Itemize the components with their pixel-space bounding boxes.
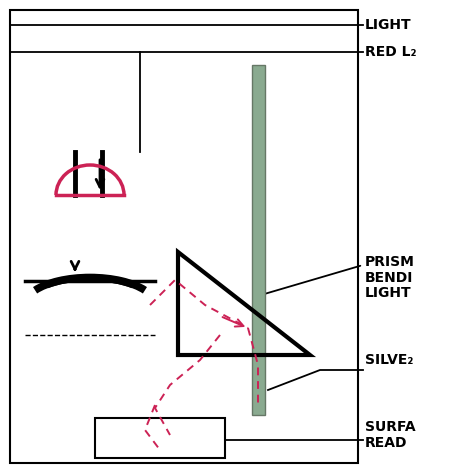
Text: SURFA
READ: SURFA READ: [365, 420, 416, 450]
Bar: [252, 65, 265, 415]
Text: RED L₂: RED L₂: [365, 45, 417, 59]
Text: SILVE₂: SILVE₂: [365, 353, 413, 367]
Bar: [95, 418, 225, 458]
Text: PRISM
BENDI
LIGHT: PRISM BENDI LIGHT: [365, 255, 415, 301]
Text: LIGHT: LIGHT: [365, 18, 411, 32]
